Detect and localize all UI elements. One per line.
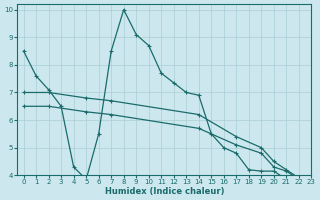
X-axis label: Humidex (Indice chaleur): Humidex (Indice chaleur) bbox=[105, 187, 224, 196]
